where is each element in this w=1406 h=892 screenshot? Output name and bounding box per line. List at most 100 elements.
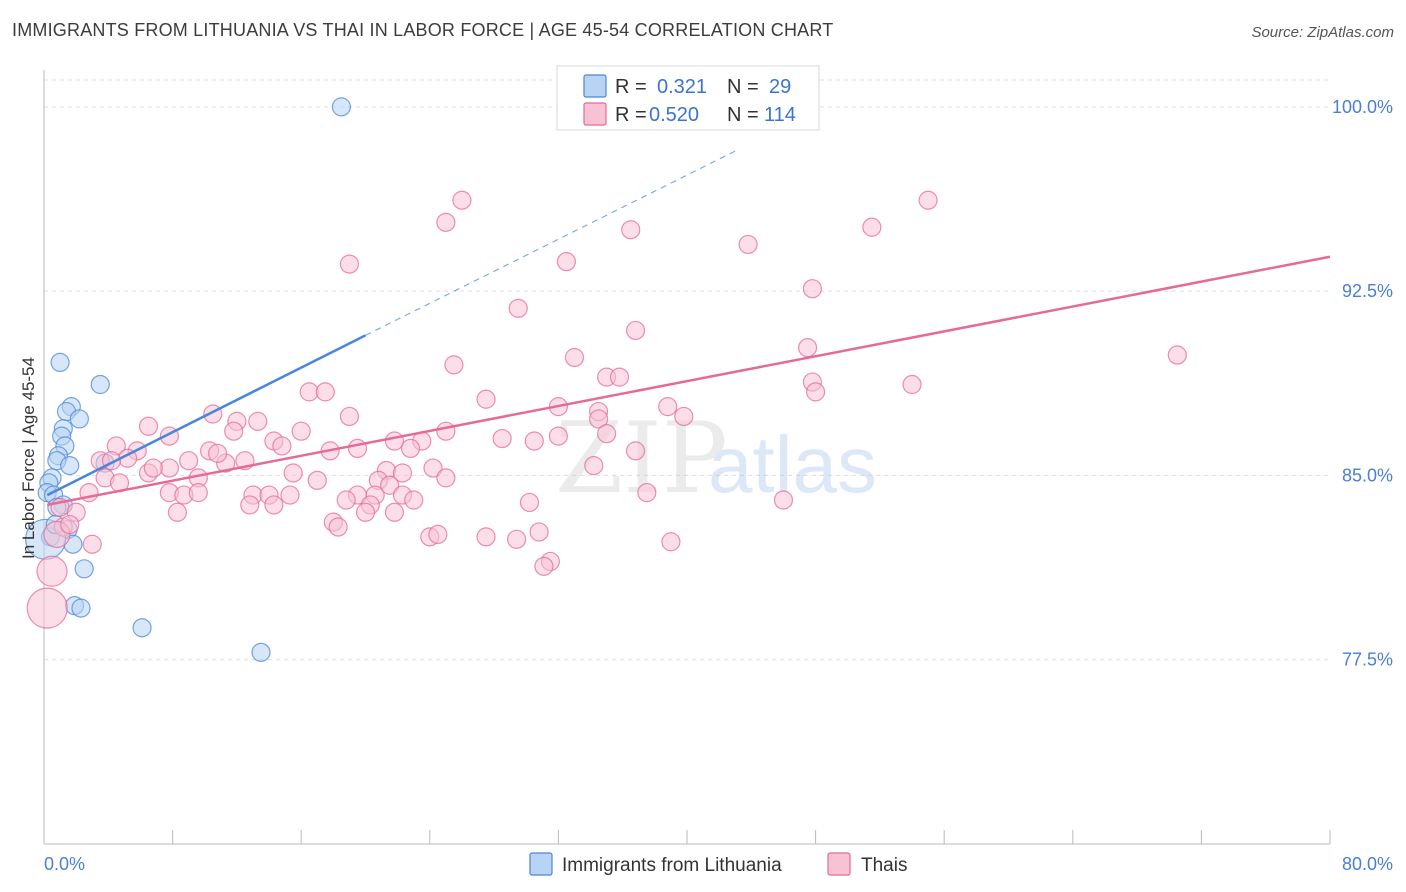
data-point [524,431,544,451]
data-point [476,389,496,409]
data-point [167,502,188,522]
data-point [179,451,199,471]
data-point [805,382,826,402]
data-point [519,492,540,513]
data-point [132,618,152,638]
data-point [862,217,882,237]
legend-r-label-thai: R = [615,104,647,126]
legend-n-label-thai: N = [727,104,759,126]
data-point [452,190,472,210]
y-axis-label: In Labor Force | Age 45-54 [19,357,38,559]
legend-n-value-lithuania: 29 [769,76,791,98]
trend-lines [46,150,1331,507]
x-tick-labels: 0.0% 80.0% [44,854,1393,874]
legend-r-value-thai: 0.520 [649,104,699,126]
data-point [597,424,617,444]
data-point [280,485,300,505]
data-point [208,443,228,463]
data-point [444,355,464,375]
data-point [428,524,448,545]
data-point [534,556,554,576]
data-point [492,428,512,449]
x-tick-label-max: 80.0% [1342,854,1393,874]
data-point [138,416,159,436]
bottom-legend-swatch-lithuania [529,852,553,876]
data-point [299,382,319,402]
data-point [69,409,89,429]
data-point [423,458,443,478]
source-label: Source: ZipAtlas.com [1251,24,1394,41]
data-point [588,409,609,429]
data-point [339,406,360,427]
trend-line-lithuania [46,334,367,497]
bottom-legend-label-thai: Thais [861,855,907,876]
data-point [392,463,413,483]
data-point [1167,345,1187,365]
y-tick-label: 85.0% [1342,465,1393,485]
data-point [380,475,400,495]
data-point [159,458,179,478]
data-point [60,514,80,535]
legend-swatch-lithuania [583,74,607,98]
axes [43,70,1331,845]
data-point [347,438,368,458]
data-point [339,254,360,274]
data-point [621,220,641,240]
series-legend: Immigrants from Lithuania Thais [529,852,907,876]
series-thai-points [26,97,1187,629]
data-point [625,441,646,461]
data-point [90,374,110,395]
data-point [507,529,527,549]
data-point [36,555,68,587]
y-tick-label: 100.0% [1332,97,1393,117]
data-point [251,642,271,662]
data-point [291,421,311,441]
y-tick-label: 92.5% [1342,281,1393,301]
bottom-legend-label-lithuania: Immigrants from Lithuania [562,855,782,876]
data-point [400,438,421,458]
series-lithuania-points [25,97,351,662]
data-point [60,456,80,476]
legend-n-value-thai: 114 [764,104,796,126]
data-point [26,587,68,629]
data-point [658,397,678,417]
data-point [584,456,604,476]
data-point [264,495,284,515]
legend-n-label-lithuania: N = [727,76,759,98]
data-point [674,406,694,427]
data-point [529,522,549,542]
trend-line-thai [46,255,1331,507]
data-point [248,411,268,431]
data-point [918,190,938,210]
data-point [272,436,292,456]
data-point [902,374,922,395]
data-point [71,598,91,618]
data-point [773,490,794,510]
data-point [508,298,528,318]
data-point [436,421,456,441]
data-point [436,468,456,488]
x-tick-label-min: 0.0% [44,854,85,874]
data-point [336,490,356,510]
legend-r-label-lithuania: R = [615,76,647,98]
data-point [609,367,630,387]
grid-lines [44,79,1330,661]
data-point [188,483,208,503]
watermark-atlas: atlas [708,420,877,509]
data-point [331,97,351,117]
data-point [476,527,496,547]
data-point [802,279,822,299]
y-tick-label: 77.5% [1342,650,1393,670]
data-point [384,431,405,451]
data-point [307,470,327,490]
trend-line-lithuania-extension [365,150,736,336]
watermark: ZIP atlas [555,402,877,516]
data-point [625,320,646,341]
stats-legend: R = 0.321 N = 29 R = 0.520 N = 114 [556,65,820,131]
data-point [404,490,424,510]
bottom-legend-swatch-thai [827,852,851,876]
data-point [384,502,405,522]
data-point [74,559,94,579]
data-point [661,532,681,552]
data-point [240,495,260,515]
